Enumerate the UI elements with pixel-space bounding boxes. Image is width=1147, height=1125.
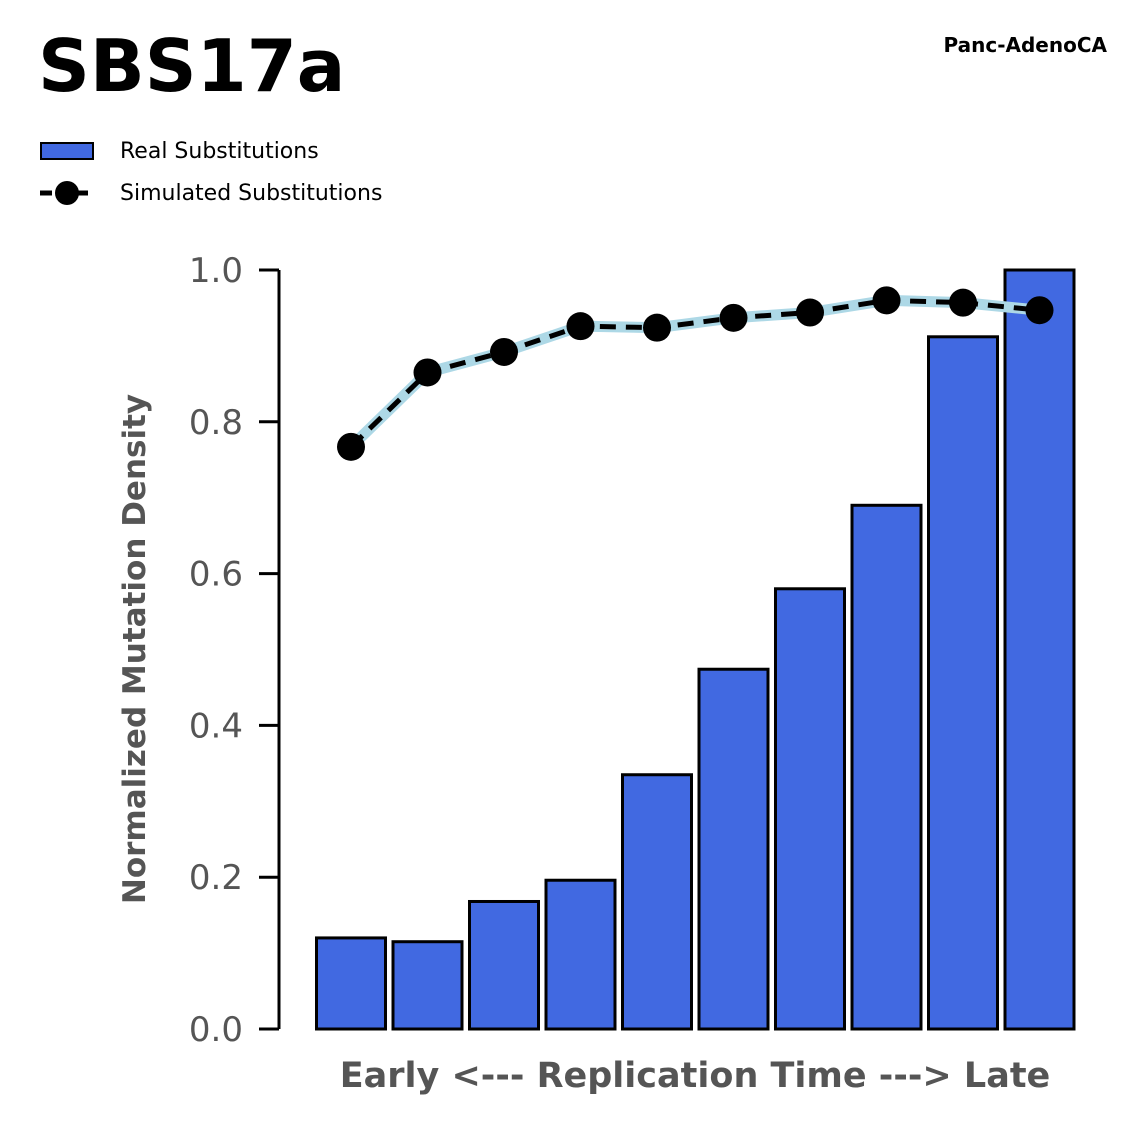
legend-item-real: Real Substitutions — [40, 130, 382, 172]
simulated-line-group — [337, 286, 1054, 461]
legend-label-real: Real Substitutions — [120, 138, 319, 164]
y-tick-label-1: 0.2 — [189, 858, 243, 898]
legend-swatch-real — [40, 142, 94, 160]
simulated-point-3 — [490, 337, 518, 366]
simulated-point-8 — [872, 286, 901, 315]
y-axis: 0.0 0.2 0.4 0.6 0.8 1.0 — [189, 251, 281, 1050]
simulated-line — [349, 297, 1040, 449]
simulated-point-7 — [796, 298, 824, 327]
bar-real-10 — [1003, 268, 1076, 1031]
simulated-point-2 — [413, 358, 442, 387]
y-tick-label-4: 0.8 — [189, 403, 243, 443]
chart-subtitle: Panc-AdenoCA — [943, 33, 1107, 57]
legend-item-simulated: Simulated Substitutions — [40, 172, 382, 214]
x-axis-label: Early <--- Replication Time ---> Late — [340, 1056, 1051, 1096]
bar-real-4 — [544, 878, 617, 1031]
legend: Real Substitutions Simulated Substitutio… — [40, 130, 382, 214]
y-tick-label-5: 1.0 — [189, 251, 243, 291]
legend-label-simulated: Simulated Substitutions — [120, 180, 383, 206]
bars-group — [315, 268, 1076, 1031]
bar-real-7 — [774, 587, 846, 1031]
bar-real-2 — [391, 940, 464, 1031]
legend-marker-simulated — [40, 181, 94, 205]
bar-real-8 — [850, 503, 923, 1031]
y-tick-label-3: 0.6 — [189, 555, 243, 595]
bar-real-5 — [621, 773, 693, 1031]
simulated-point-5 — [643, 313, 671, 342]
simulated-point-9 — [949, 288, 977, 317]
simulated-point-10 — [1025, 296, 1054, 325]
bar-real-9 — [927, 335, 999, 1031]
y-axis-label: Normalized Mutation Density — [117, 394, 153, 904]
simulated-point-6 — [719, 303, 748, 332]
chart-title: SBS17a — [38, 24, 346, 108]
bar-real-6 — [697, 667, 770, 1031]
bar-real-3 — [468, 899, 540, 1031]
y-tick-label-2: 0.4 — [189, 706, 243, 746]
y-tick-label-0: 0.0 — [189, 1010, 243, 1050]
simulated-point-4 — [566, 312, 595, 341]
bar-real-1 — [315, 936, 387, 1031]
simulated-point-1 — [337, 432, 365, 461]
